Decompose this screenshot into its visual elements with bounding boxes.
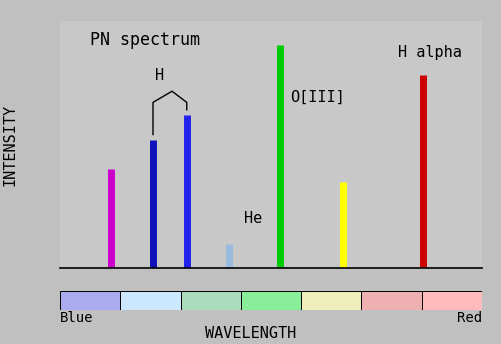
Bar xyxy=(361,291,421,310)
Bar xyxy=(301,291,361,310)
Bar xyxy=(60,291,120,310)
Bar xyxy=(180,291,240,310)
Text: WAVELENGTH: WAVELENGTH xyxy=(205,325,296,341)
Text: H alpha: H alpha xyxy=(397,45,460,60)
Bar xyxy=(240,291,301,310)
Text: Red: Red xyxy=(456,311,481,325)
Text: He: He xyxy=(243,211,262,226)
Text: INTENSITY: INTENSITY xyxy=(3,104,18,185)
Text: H: H xyxy=(154,67,163,83)
Text: PN spectrum: PN spectrum xyxy=(90,31,199,49)
Text: Blue: Blue xyxy=(60,311,94,325)
Text: O[III]: O[III] xyxy=(290,90,344,105)
Bar xyxy=(421,291,481,310)
Bar xyxy=(120,291,180,310)
